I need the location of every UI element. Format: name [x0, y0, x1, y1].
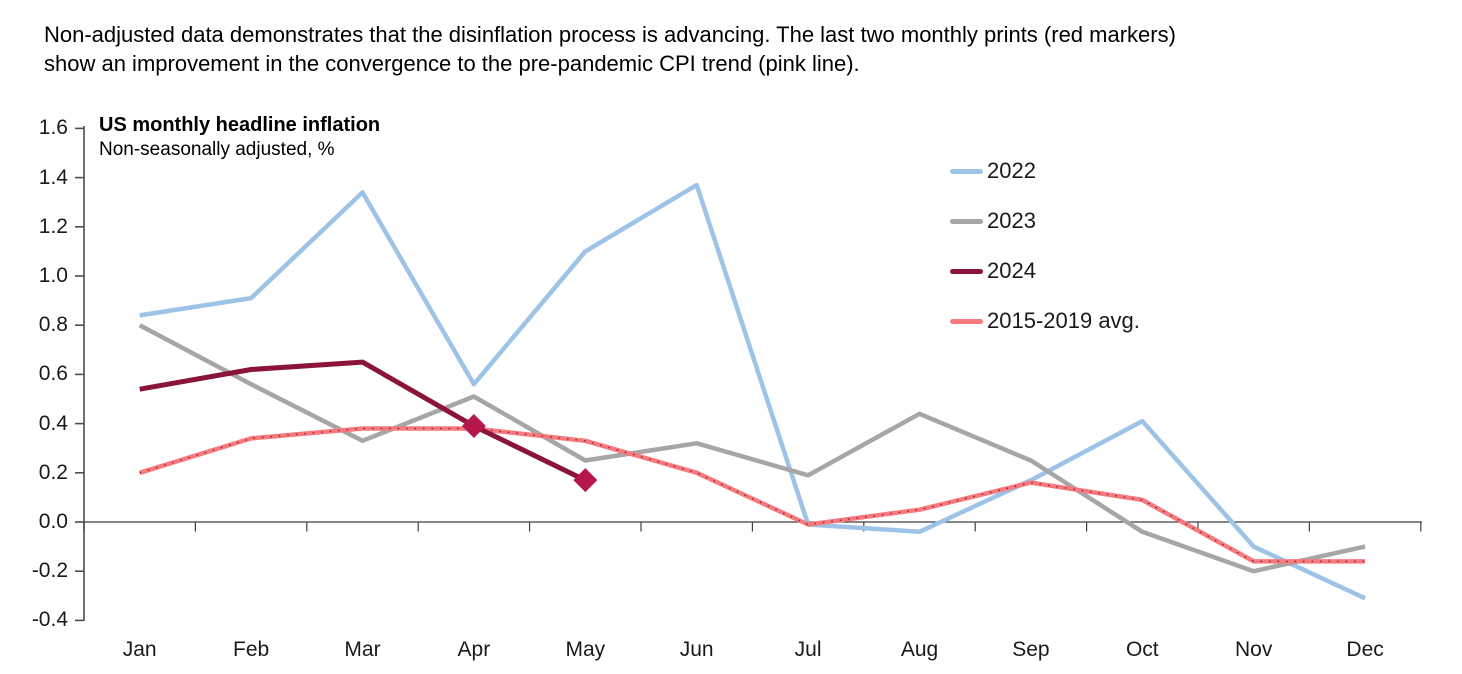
- y-tick-label: 1.6: [38, 116, 68, 140]
- x-tick-label: Sep: [1012, 638, 1050, 661]
- x-tick-label: Dec: [1346, 638, 1384, 661]
- y-tick-label: 0.0: [38, 510, 68, 533]
- y-tick-label: 1.2: [38, 214, 68, 238]
- series-dotted-overlay-2015-2019-avg: [139, 427, 1366, 563]
- legend-label-2024: 2024: [987, 258, 1036, 283]
- legend-item-2015-2019-avg: 2015-2019 avg.: [950, 296, 1140, 346]
- legend-item-2023: 2023: [950, 196, 1140, 246]
- series-line-2023: [138, 323, 1366, 574]
- x-tick-label: Oct: [1125, 638, 1159, 661]
- marker-diamond-2024: [461, 414, 486, 439]
- legend-swatch-2015-2019-avg: [950, 318, 983, 324]
- y-tick-label: -0.4: [31, 608, 68, 632]
- legend-item-2022: 2022: [950, 146, 1140, 196]
- legend-label-2015-2019-avg: 2015-2019 avg.: [987, 308, 1140, 333]
- y-tick-label: 1.4: [38, 165, 68, 189]
- y-tick-label: -0.2: [31, 559, 68, 583]
- legend-swatch-2024: [950, 268, 983, 274]
- x-tick-label: Jun: [679, 638, 714, 661]
- legend-swatch-2022: [950, 168, 983, 174]
- series-line-2024: [139, 359, 587, 483]
- y-tick-label: 0.4: [38, 411, 68, 435]
- series-line-2015-2019-avg: [139, 426, 1366, 564]
- header-text: Non-adjusted data demonstrates that the …: [44, 20, 1176, 78]
- x-tick-label: Jan: [122, 638, 157, 661]
- header-line-1: Non-adjusted data demonstrates that the …: [44, 22, 1176, 47]
- legend: 2022 2023 2024 2015-2019 avg.: [950, 146, 1140, 346]
- y-tick-label: 0.8: [38, 313, 68, 337]
- x-tick-label: May: [565, 638, 606, 661]
- legend-label-2022: 2022: [987, 158, 1036, 183]
- x-tick-label: Nov: [1235, 638, 1273, 661]
- legend-swatch-2023: [950, 218, 983, 224]
- chart-title: US monthly headline inflation: [99, 114, 381, 136]
- y-tick-label: 0.6: [38, 362, 68, 386]
- x-tick-label: Feb: [233, 638, 270, 661]
- marker-diamond-2024: [573, 468, 598, 493]
- x-tick-label: Aug: [900, 638, 939, 661]
- header-line-2: show an improvement in the convergence t…: [44, 51, 860, 76]
- x-tick-label: Mar: [344, 638, 381, 661]
- y-tick-label: 1.0: [38, 264, 68, 287]
- series-line-2022: [139, 182, 1367, 601]
- x-tick-label: Apr: [457, 638, 491, 661]
- chart-subtitle: Non-seasonally adjusted, %: [99, 139, 335, 160]
- y-tick-label: 0.2: [38, 460, 68, 484]
- legend-label-2023: 2023: [987, 208, 1036, 233]
- legend-item-2024: 2024: [950, 246, 1140, 296]
- x-tick-label: Jul: [794, 638, 822, 661]
